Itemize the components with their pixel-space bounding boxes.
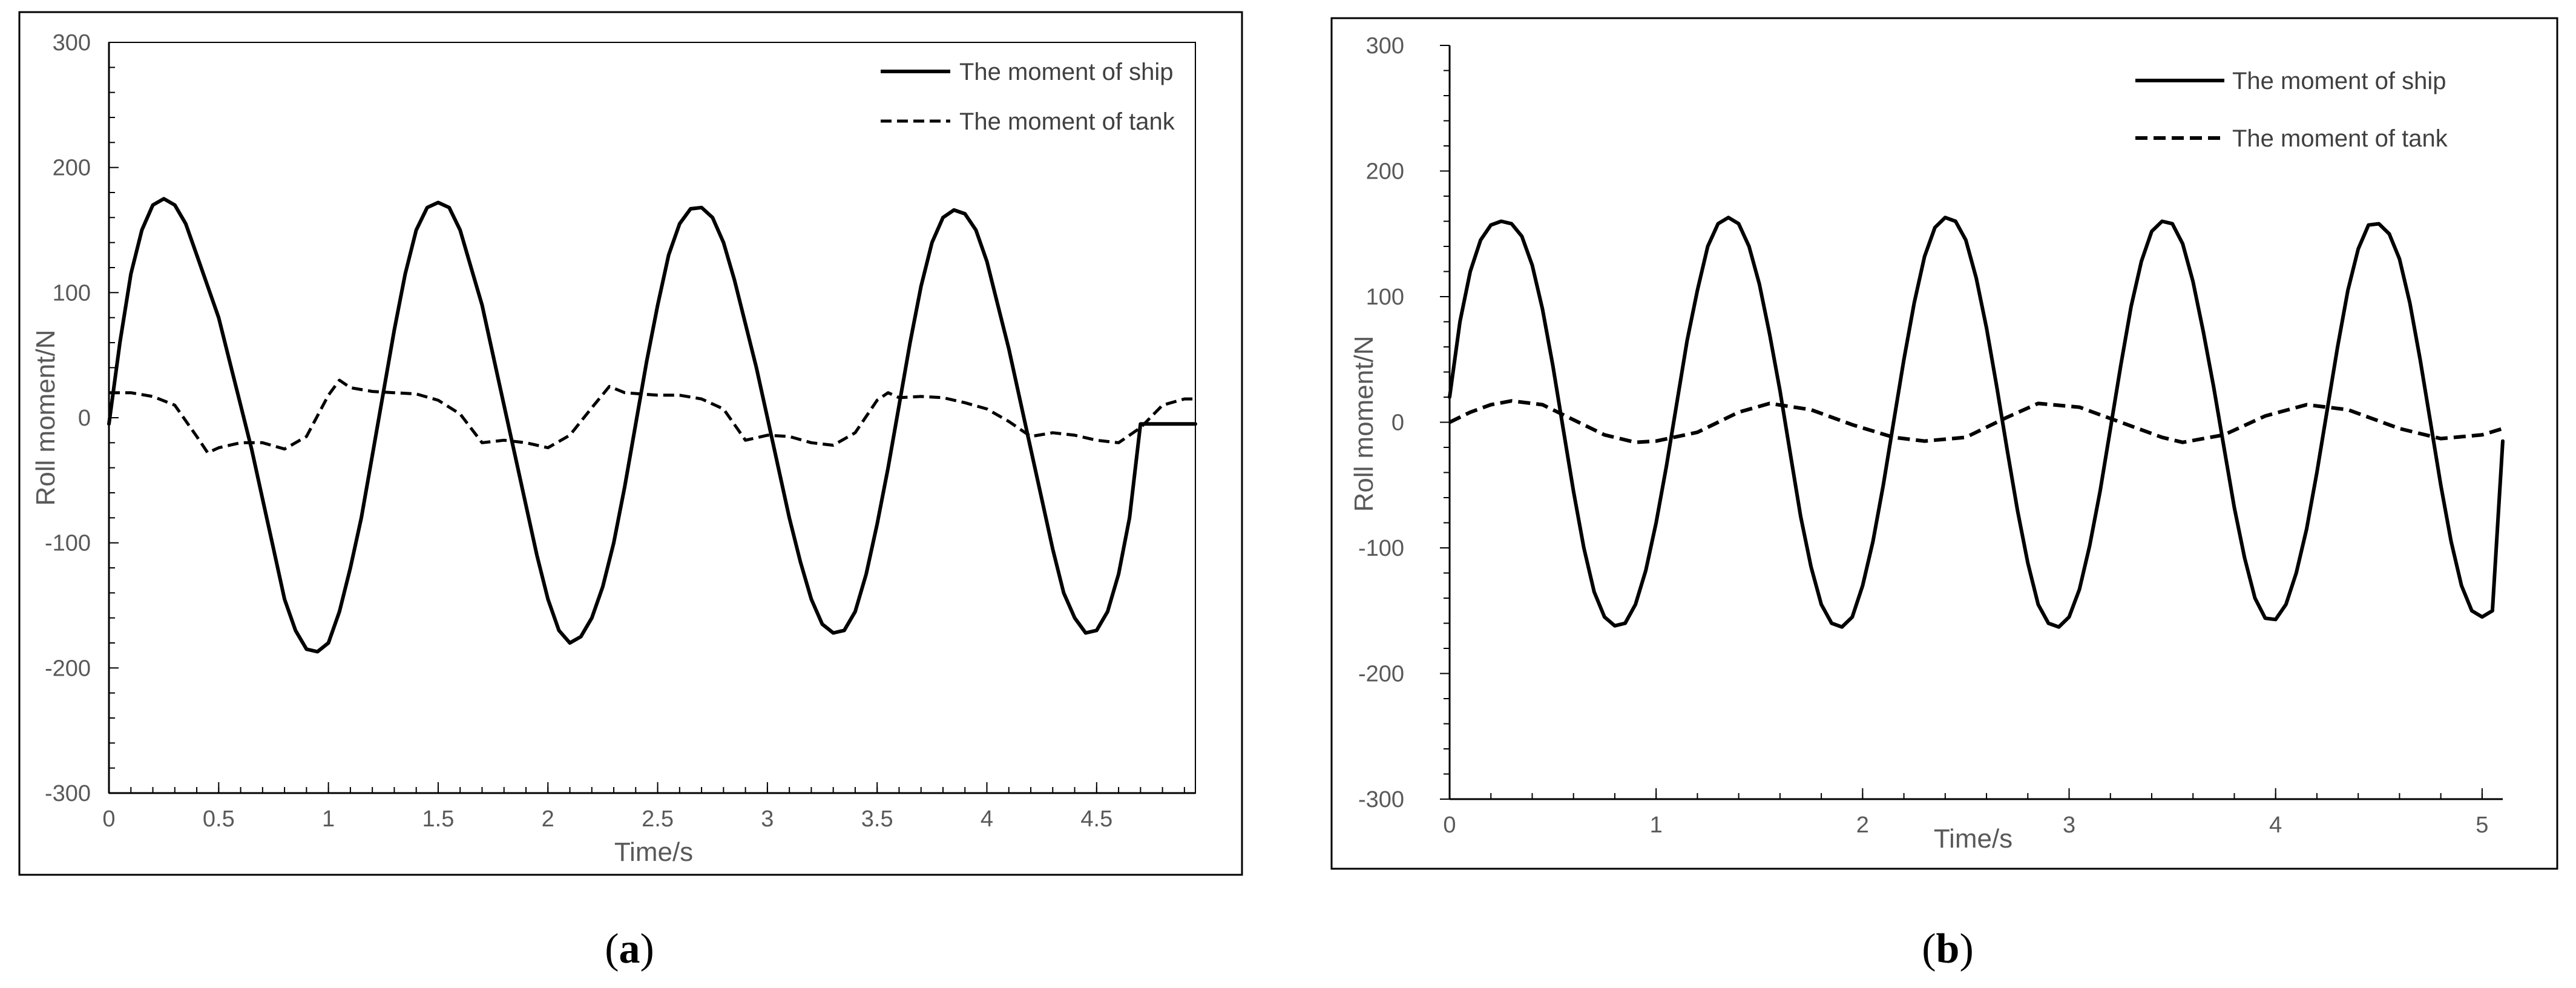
panel-a-plot-area: [108, 42, 1196, 794]
panel-a-y-tick-label: 300: [53, 30, 91, 56]
panel-b-series-ship-moment: [1448, 216, 2505, 629]
panel-a-x-tick-label: 4: [981, 806, 993, 832]
panel-a-x-tick-label: 3: [761, 806, 774, 832]
panel-b-x-tick-label: 0: [1443, 812, 1456, 838]
panel-a-y-tick-label: -100: [45, 531, 91, 556]
chart-panel-b: 300 200 100 0 -100 -200 -300 0 1 2 3 4 5 Roll momen…: [1330, 17, 2558, 972]
panel-a-x-tick-label: 0.5: [203, 806, 235, 832]
panel-b-legend-tank-label: The moment of tank: [2232, 125, 2448, 152]
panel-b-y-tick-label: 200: [1366, 159, 1404, 185]
panel-a-y-tick-label: -300: [45, 781, 91, 806]
panel-b-y-tick-label: -300: [1358, 787, 1404, 812]
panel-a-x-tick-label: 2: [542, 806, 554, 832]
panel-a-legend-ship-label: The moment of ship: [959, 59, 1174, 85]
panel-b-y-tick-label: -100: [1358, 536, 1404, 561]
panel-b-y-tick-label: 300: [1366, 33, 1404, 59]
panel-a-label: (a): [605, 926, 654, 972]
panel-a-x-tick-label: 3.5: [861, 806, 893, 832]
panel-b-y-ticks: 300 200 100 0 -100 -200 -300: [1358, 33, 1451, 812]
panel-b-y-tick-label: 100: [1366, 285, 1404, 310]
panel-a-frame: [18, 11, 1243, 876]
panel-b-x-tick-label: 2: [1856, 812, 1869, 838]
panel-b-y-tick-label: 0: [1392, 410, 1404, 436]
chart-panel-a: 300 200 100 0 -100 -200 -300 0 0.5 1 1.5 2 2.5 3 3.5 4…: [18, 11, 1243, 972]
panel-b-x-tick-label: 1: [1650, 812, 1663, 838]
panel-a-legend: The moment of ship The moment of tank: [881, 59, 1175, 135]
panel-a-x-tick-label: 1.5: [422, 806, 455, 832]
panel-b-x-axis-title: Time/s: [1934, 824, 2012, 854]
panel-b-frame: [1330, 17, 2558, 870]
panel-a-x-tick-label: 4.5: [1080, 806, 1112, 832]
panel-b-series-tank-moment: [1448, 399, 2503, 444]
panel-a-legend-tank-label: The moment of tank: [959, 108, 1175, 135]
panel-a-y-tick-label: 100: [53, 280, 91, 306]
panel-a-y-axis-title: Roll moment/N: [31, 330, 61, 506]
panel-a-series-tank-moment: [109, 378, 1195, 455]
panel-a-x-axis-title: Time/s: [614, 837, 693, 867]
panel-b-x-tick-label: 5: [2476, 812, 2488, 838]
panel-b-series: [1448, 216, 2505, 629]
panel-b-y-tick-label: -200: [1358, 662, 1404, 687]
panel-a-x-tick-label: 1: [322, 806, 335, 832]
panel-b-plot-area: [1450, 45, 2503, 799]
panel-a-y-tick-label: 0: [78, 406, 91, 431]
panel-b-legend-ship-label: The moment of ship: [2232, 68, 2446, 94]
panel-b-y-axis-title: Roll moment/N: [1349, 336, 1379, 512]
panel-b-legend: The moment of ship The moment of tank: [2135, 68, 2448, 152]
panel-a-x-ticks: 0 0.5 1 1.5 2 2.5 3 3.5 4 4.5: [102, 782, 1195, 832]
panel-a-y-tick-label: 200: [53, 156, 91, 181]
panel-b-x-tick-label: 4: [2269, 812, 2282, 838]
panel-b-x-ticks: 0 1 2 3 4 5: [1443, 788, 2503, 838]
panel-b-label: (b): [1922, 926, 1974, 972]
panel-a-series-ship-moment: [107, 197, 1197, 654]
panel-a-x-tick-label: 0: [102, 806, 115, 832]
panel-a-x-tick-label: 2.5: [642, 806, 674, 832]
panel-a-series: [107, 197, 1197, 654]
panel-a-y-ticks: 300 200 100 0 -100 -200 -300: [45, 30, 119, 806]
panel-b-x-tick-label: 3: [2063, 812, 2075, 838]
panel-a-y-tick-label: -200: [45, 656, 91, 681]
